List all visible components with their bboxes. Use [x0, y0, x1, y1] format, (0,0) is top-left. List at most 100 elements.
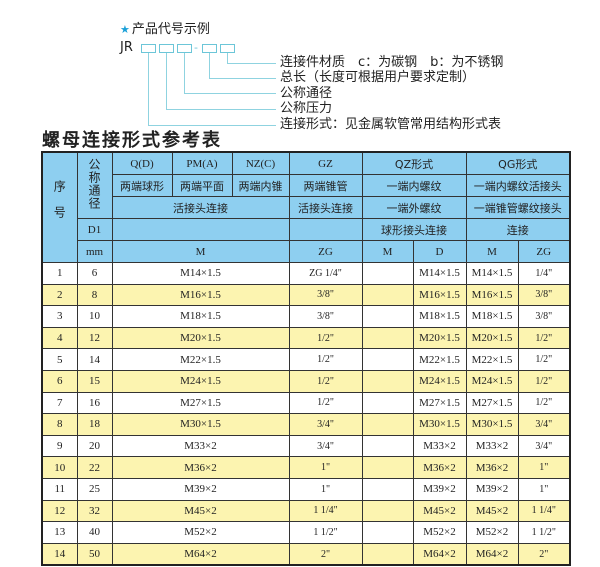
cell-dn: 50	[76, 542, 113, 566]
cell-no: 14	[41, 542, 78, 566]
cell-m: M16×1.5	[111, 283, 290, 307]
cell-qz-d: M64×2	[412, 542, 467, 566]
cell-qz-m	[361, 434, 414, 458]
cell-dn: 18	[76, 413, 113, 436]
cell-m: M64×2	[111, 542, 290, 566]
table-row: 12 32 M45×2 1 1/4" M45×2 M45×2 1 1/4"	[41, 499, 571, 523]
cell-no: 4	[41, 326, 78, 350]
cell-qz-d: M16×1.5	[412, 283, 467, 307]
code-prefix: JR	[120, 40, 133, 55]
leader-line	[184, 93, 276, 94]
cell-qg-zg: 1/2"	[517, 326, 571, 350]
header-union-conn: 活接头连接	[111, 196, 290, 219]
cell-dn: 22	[76, 456, 113, 479]
table-row: 1 6 M14×1.5 ZG 1/4" M14×1.5 M14×1.5 1/4"	[41, 262, 571, 285]
cell-qg-m: M14×1.5	[465, 262, 519, 285]
code-box-diameter	[177, 44, 192, 53]
cell-qg-zg: 1/2"	[517, 348, 571, 371]
table-row: 10 22 M36×2 1" M36×2 M36×2 1"	[41, 456, 571, 479]
header-gz-conn: 活接头连接	[288, 196, 363, 219]
table-row: 3 10 M18×1.5 3/8" M18×1.5 M18×1.5 3/8"	[41, 305, 571, 328]
cell-qg-zg: 1/2"	[517, 391, 571, 415]
leader-line	[227, 53, 228, 63]
header-qd-desc: 两端球形	[111, 174, 173, 197]
cell-qg-zg: 3/4"	[517, 434, 571, 458]
code-box-length	[202, 44, 217, 53]
cell-qz-d: M18×1.5	[412, 305, 467, 328]
cell-dn: 40	[76, 521, 113, 544]
cell-no: 8	[41, 413, 78, 436]
cell-qz-d: M52×2	[412, 521, 467, 544]
cell-qz-d: M45×2	[412, 499, 467, 523]
cell-qg-zg: 1/2"	[517, 369, 571, 393]
header-qz: QZ形式	[361, 151, 467, 175]
cell-zg: ZG 1/4"	[288, 262, 363, 285]
cell-qz-m	[361, 262, 414, 285]
header-qd: Q(D)	[111, 151, 173, 175]
cell-zg: 1"	[288, 477, 363, 501]
legend-pressure: 公称压力	[280, 101, 333, 116]
cell-dn: 15	[76, 369, 113, 393]
cell-qg-zg: 3/8"	[517, 283, 571, 307]
cell-qz-m	[361, 542, 414, 566]
cell-qg-zg: 1"	[517, 456, 571, 479]
header-qg-desc3: 连接	[465, 218, 571, 241]
code-dash: -	[194, 41, 198, 54]
reference-table: 序号 公称通径 Q(D) PM(A) NZ(C) GZ QZ形式 QG形式 两端…	[41, 151, 572, 567]
cell-qg-m: M33×2	[465, 434, 519, 458]
legend-diameter: 公称通径	[280, 86, 333, 101]
cell-m: M18×1.5	[111, 305, 290, 328]
cell-zg: 1/2"	[288, 348, 363, 371]
cell-qg-m: M24×1.5	[465, 369, 519, 393]
cell-dn: 20	[76, 434, 113, 458]
leader-line	[166, 109, 276, 110]
cell-m: M27×1.5	[111, 391, 290, 415]
header-qz-desc1: 一端内螺纹	[361, 174, 467, 197]
header-m: M	[111, 240, 290, 263]
header-qz-desc3: 球形接头连接	[361, 218, 467, 241]
star-icon: ★	[120, 23, 130, 36]
header-qz-m: M	[361, 240, 414, 263]
cell-qg-m: M36×2	[465, 456, 519, 479]
leader-line	[184, 53, 185, 93]
cell-dn: 6	[76, 262, 113, 285]
cell-zg: 2"	[288, 542, 363, 566]
cell-qz-m	[361, 413, 414, 436]
header-qz-d: D	[412, 240, 467, 263]
cell-dn: 14	[76, 348, 113, 371]
header-empty	[288, 218, 363, 241]
table-row: 5 14 M22×1.5 1/2" M22×1.5 M22×1.5 1/2"	[41, 348, 571, 371]
cell-no: 6	[41, 369, 78, 393]
cell-qg-m: M39×2	[465, 477, 519, 501]
code-box-pressure	[159, 44, 174, 53]
cell-qg-m: M20×1.5	[465, 326, 519, 350]
cell-m: M39×2	[111, 477, 290, 501]
table-title: 螺母连接形式参考表	[42, 130, 222, 151]
cell-no: 13	[41, 521, 78, 544]
table-row: 4 12 M20×1.5 1/2" M20×1.5 M20×1.5 1/2"	[41, 326, 571, 350]
cell-qg-zg: 1 1/4"	[517, 499, 571, 523]
cell-zg: 1"	[288, 456, 363, 479]
cell-zg: 1/2"	[288, 391, 363, 415]
cell-qg-m: M22×1.5	[465, 348, 519, 371]
header-zg: ZG	[288, 240, 363, 263]
header-pm: PM(A)	[171, 151, 233, 175]
table-row: 8 18 M30×1.5 3/4" M30×1.5 M30×1.5 3/4"	[41, 413, 571, 436]
cell-zg: 3/8"	[288, 305, 363, 328]
table-row: 14 50 M64×2 2" M64×2 M64×2 2"	[41, 542, 571, 566]
cell-qg-m: M27×1.5	[465, 391, 519, 415]
leader-line	[148, 125, 276, 126]
table-row: 13 40 M52×2 1 1/2" M52×2 M52×2 1 1/2"	[41, 521, 571, 544]
cell-qg-m: M18×1.5	[465, 305, 519, 328]
header-d1: D1	[76, 218, 113, 241]
cell-no: 3	[41, 305, 78, 328]
cell-dn: 10	[76, 305, 113, 328]
cell-m: M33×2	[111, 434, 290, 458]
table-row: 9 20 M33×2 3/4" M33×2 M33×2 3/4"	[41, 434, 571, 458]
cell-qg-zg: 1/4"	[517, 262, 571, 285]
cell-qg-m: M45×2	[465, 499, 519, 523]
cell-m: M30×1.5	[111, 413, 290, 436]
legend-material: 连接件材质 c：为碳钢 b：为不锈钢	[280, 55, 504, 70]
cell-m: M45×2	[111, 499, 290, 523]
cell-qz-d: M14×1.5	[412, 262, 467, 285]
